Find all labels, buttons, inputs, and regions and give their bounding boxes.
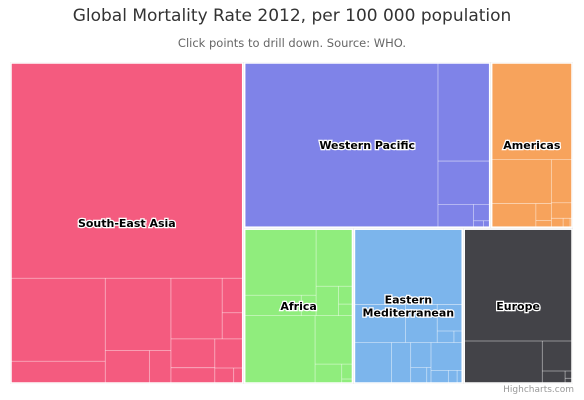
region-rect-eastern-mediterranean[interactable]	[353, 228, 463, 384]
region-label-western-pacific: Western Pacific	[319, 139, 415, 152]
region-label-europe: Europe	[496, 300, 540, 313]
region-eastern-mediterranean[interactable]: Eastern Mediterranean	[353, 228, 463, 384]
credits-link[interactable]: Highcharts.com	[503, 385, 574, 395]
region-europe[interactable]: Europe	[463, 228, 573, 384]
region-label-south-east-asia: South-East Asia	[78, 217, 176, 230]
region-label-eastern-mediterranean: Eastern Mediterranean	[363, 294, 455, 320]
region-label-americas: Americas	[503, 139, 561, 152]
region-americas[interactable]: Americas	[490, 62, 573, 228]
region-rect-africa[interactable]	[243, 228, 354, 384]
region-africa[interactable]: Africa	[243, 228, 354, 384]
region-label-africa: Africa	[280, 300, 316, 313]
region-rect-western-pacific[interactable]	[243, 62, 491, 228]
region-rect-europe[interactable]	[463, 228, 573, 384]
region-western-pacific[interactable]: Western Pacific	[243, 62, 491, 228]
chart-title: Global Mortality Rate 2012, per 100 000 …	[72, 6, 512, 26]
chart-subtitle: Click points to drill down. Source: WHO.	[177, 36, 407, 50]
region-south-east-asia[interactable]: South-East Asia	[10, 62, 244, 384]
region-rect-south-east-asia[interactable]	[10, 62, 244, 384]
region-rect-americas[interactable]	[490, 62, 573, 228]
